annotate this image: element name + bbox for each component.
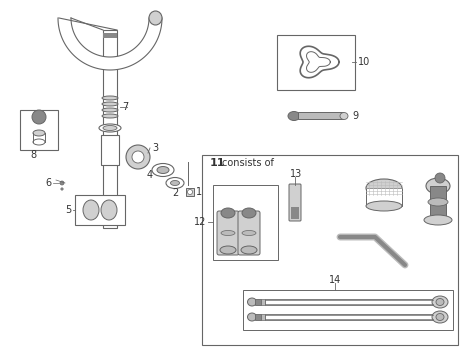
Text: 6: 6 — [45, 178, 51, 188]
Ellipse shape — [221, 208, 235, 218]
Bar — [186, 188, 194, 196]
Circle shape — [187, 189, 193, 195]
Text: 7: 7 — [122, 102, 128, 112]
Ellipse shape — [247, 313, 257, 321]
Bar — [243, 290, 453, 330]
Ellipse shape — [220, 246, 236, 254]
Ellipse shape — [436, 314, 444, 321]
Bar — [20, 110, 58, 150]
Circle shape — [132, 151, 144, 163]
Ellipse shape — [83, 200, 99, 220]
Ellipse shape — [102, 102, 118, 106]
Text: 8: 8 — [30, 150, 36, 160]
Bar — [103, 33, 117, 38]
Bar — [103, 30, 117, 228]
Ellipse shape — [432, 311, 448, 323]
Ellipse shape — [99, 124, 121, 132]
Text: 4: 4 — [147, 170, 153, 180]
Bar — [291, 207, 299, 219]
Ellipse shape — [101, 200, 117, 220]
Text: 11: 11 — [210, 158, 226, 168]
Ellipse shape — [366, 179, 402, 197]
Bar — [255, 299, 261, 305]
Bar — [213, 185, 278, 260]
Polygon shape — [58, 18, 162, 70]
Bar — [202, 155, 458, 345]
Ellipse shape — [340, 112, 348, 119]
Bar — [366, 188, 402, 206]
Ellipse shape — [366, 201, 402, 211]
Text: 10: 10 — [358, 57, 370, 67]
Bar — [265, 299, 433, 305]
Circle shape — [60, 181, 64, 185]
Ellipse shape — [171, 181, 179, 186]
Ellipse shape — [33, 130, 45, 136]
Ellipse shape — [149, 11, 162, 25]
Circle shape — [61, 188, 63, 190]
Ellipse shape — [166, 177, 184, 189]
Ellipse shape — [241, 246, 257, 254]
Ellipse shape — [157, 167, 169, 174]
Ellipse shape — [103, 126, 117, 131]
Ellipse shape — [242, 231, 256, 236]
Bar — [277, 35, 355, 90]
Ellipse shape — [426, 178, 450, 194]
Text: 3: 3 — [152, 143, 158, 153]
Bar — [101, 135, 119, 165]
Text: 13: 13 — [290, 169, 302, 179]
Ellipse shape — [102, 108, 118, 112]
Bar — [255, 314, 261, 320]
Ellipse shape — [247, 298, 257, 306]
Text: 2: 2 — [172, 188, 178, 198]
Ellipse shape — [288, 112, 300, 120]
FancyBboxPatch shape — [217, 211, 239, 255]
FancyBboxPatch shape — [289, 184, 301, 221]
Text: 14: 14 — [329, 275, 341, 285]
Text: consists of: consists of — [222, 158, 274, 168]
Bar — [75, 195, 125, 225]
Ellipse shape — [221, 231, 235, 236]
Ellipse shape — [102, 114, 118, 118]
Bar — [265, 314, 433, 320]
Ellipse shape — [428, 198, 448, 206]
Text: 9: 9 — [352, 111, 358, 121]
Circle shape — [435, 173, 445, 183]
FancyBboxPatch shape — [238, 211, 260, 255]
Bar — [430, 186, 446, 220]
Text: 12: 12 — [193, 217, 206, 227]
Ellipse shape — [436, 299, 444, 306]
Text: 5: 5 — [65, 205, 71, 215]
Circle shape — [126, 145, 150, 169]
Ellipse shape — [424, 215, 452, 225]
Ellipse shape — [432, 296, 448, 308]
Bar — [261, 299, 265, 305]
Bar — [298, 112, 343, 119]
Circle shape — [32, 110, 46, 124]
Ellipse shape — [242, 208, 256, 218]
Ellipse shape — [152, 163, 174, 176]
Text: 1: 1 — [196, 187, 202, 197]
Bar — [261, 314, 265, 320]
Ellipse shape — [102, 96, 118, 100]
Ellipse shape — [33, 139, 45, 145]
